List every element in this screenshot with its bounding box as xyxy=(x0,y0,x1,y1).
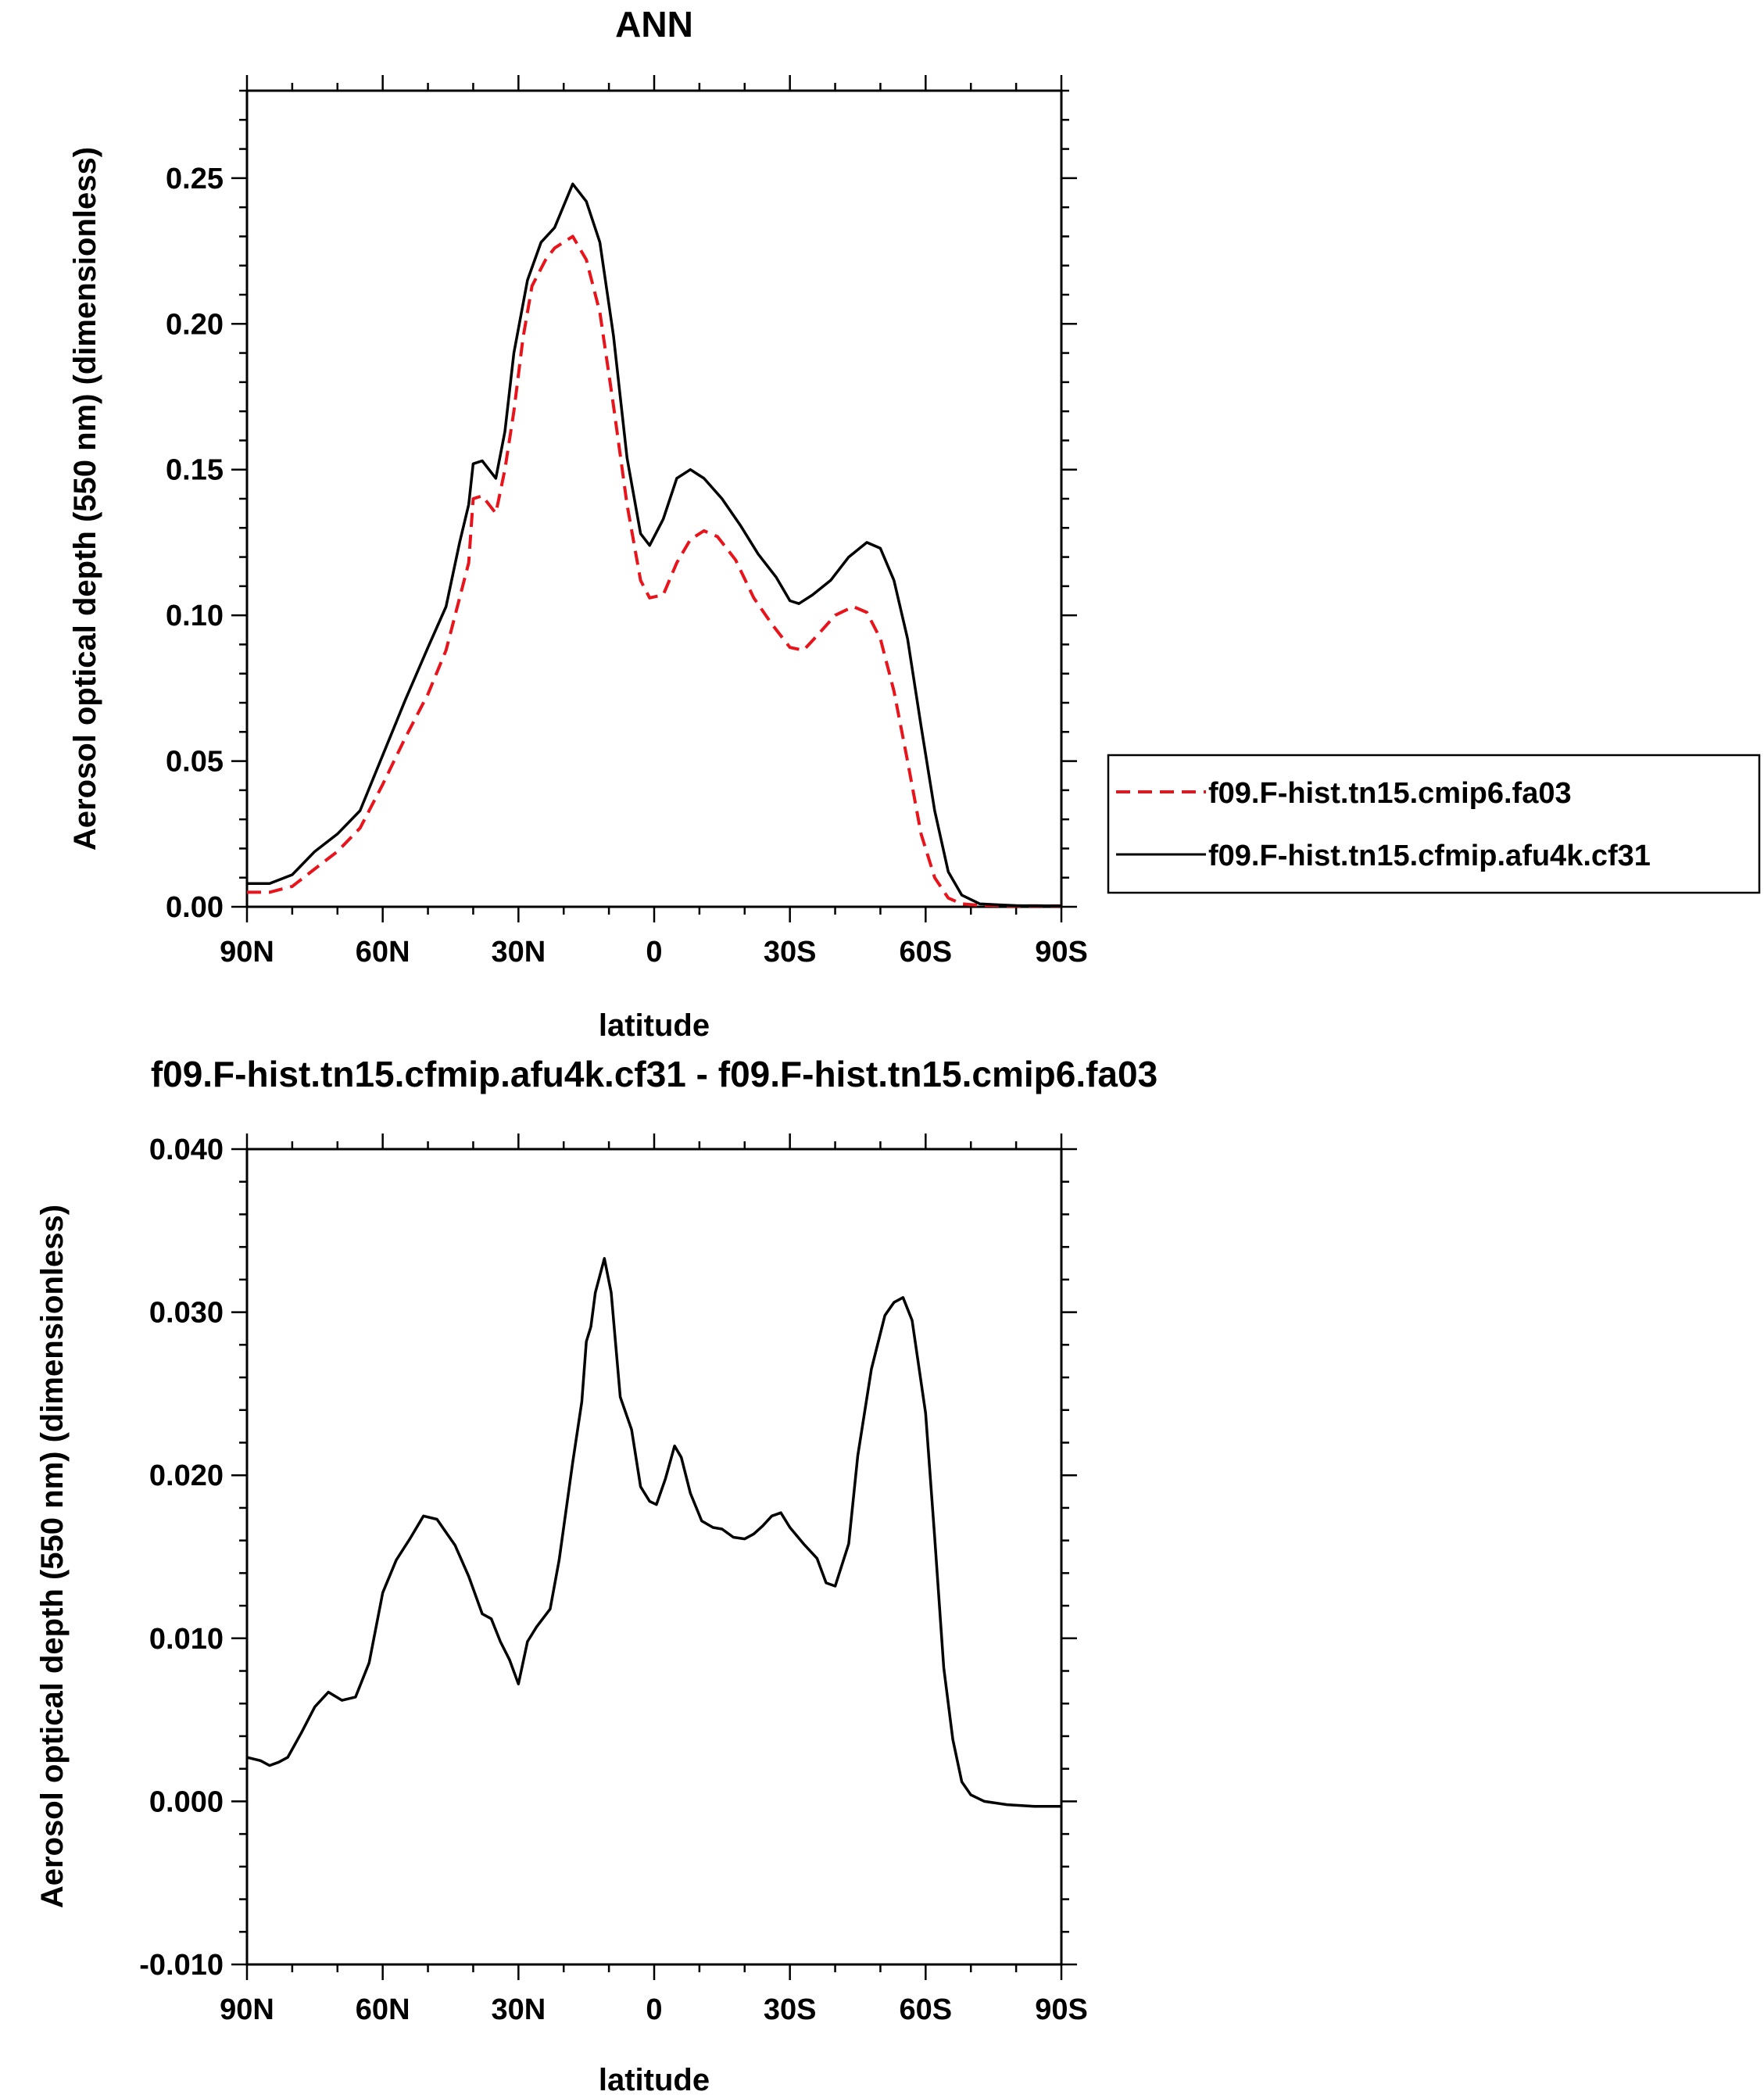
bottom-panel: f09.F-hist.tn15.cfmip.afu4k.cf31 - f09.F… xyxy=(35,1054,1158,2095)
top-series-line-1 xyxy=(247,182,1062,908)
bottom-series-line-0 xyxy=(246,1257,1061,1808)
top-series-line-0 xyxy=(247,235,1061,908)
top-x-tick-label: 0 xyxy=(646,936,662,969)
bottom-x-tick-label: 30S xyxy=(764,1993,817,2026)
bottom-y-tick-label: 0.020 xyxy=(149,1459,224,1492)
legend-label-cfmip: f09.F-hist.tn15.cfmip.afu4k.cf31 xyxy=(1208,840,1651,872)
top-y-tick-label: 0.10 xyxy=(166,600,224,632)
top-x-tick-label: 90N xyxy=(220,936,274,969)
legend: f09.F-hist.tn15.cmip6.fa03 f09.F-hist.tn… xyxy=(1107,754,1761,894)
bottom-x-tick-label: 30N xyxy=(491,1993,546,2026)
top-plot-title: ANN xyxy=(615,4,693,45)
bottom-x-tick-label: 90N xyxy=(220,1993,274,2026)
bottom-y-tick-label: 0.000 xyxy=(149,1785,224,1818)
top-plot-frame xyxy=(245,89,1063,908)
bottom-x-tick-label: 0 xyxy=(646,1993,662,2026)
top-y-axis-title: Aerosol optical depth (550 nm) (dimensio… xyxy=(68,147,102,851)
top-x-tick-label: 30S xyxy=(764,936,817,969)
bottom-plot-title: f09.F-hist.tn15.cfmip.afu4k.cf31 - f09.F… xyxy=(151,1054,1158,1094)
bottom-x-tick-label: 60S xyxy=(900,1993,953,2026)
top-y-tick-label: 0.25 xyxy=(166,163,224,195)
top-x-tick-label: 60S xyxy=(900,936,953,969)
top-y-tick-label: 0.00 xyxy=(166,891,224,924)
top-x-tick-label: 30N xyxy=(491,936,546,969)
bottom-x-axis-title: latitude xyxy=(599,2063,710,2095)
top-x-tick-label: 60N xyxy=(356,936,410,969)
bottom-series-layer xyxy=(246,1257,1061,1808)
top-y-tick-label: 0.05 xyxy=(166,746,224,779)
bottom-y-axis-title: Aerosol optical depth (550 nm) (dimensio… xyxy=(35,1205,70,1908)
top-y-tick-label: 0.20 xyxy=(166,308,224,341)
bottom-ticks: 90N 60N 30N 0 30S 60S 90S -0.010 0.000 0.010 0.020… xyxy=(139,1133,1088,2026)
legend-label-cmip6: f09.F-hist.tn15.cmip6.fa03 xyxy=(1208,777,1572,810)
bottom-y-tick-label: 0.040 xyxy=(149,1133,224,1166)
bottom-x-tick-label: 60N xyxy=(356,1993,410,2026)
bottom-y-tick-label: 0.030 xyxy=(149,1297,224,1330)
bottom-y-tick-label: 0.010 xyxy=(149,1623,224,1656)
bottom-x-tick-label: 90S xyxy=(1035,1993,1088,2026)
top-x-axis-title: latitude xyxy=(599,1008,710,1043)
top-ticks: 90N 60N 30N 0 30S 60S 90S 0.00 0.05 0.10 0.15 0.20 0… xyxy=(166,75,1088,969)
bottom-y-tick-label: -0.010 xyxy=(139,1949,224,1982)
bottom-plot-frame xyxy=(245,1148,1063,1966)
top-y-tick-label: 0.15 xyxy=(166,454,224,487)
top-series-layer xyxy=(247,182,1062,908)
top-panel: ANN 90N 60N 30N 0 30S 60S 90S 0.00 0.05 0.10 0.15 0… xyxy=(68,4,1088,1043)
top-x-tick-label: 90S xyxy=(1035,936,1088,969)
legend-box xyxy=(1107,754,1761,894)
